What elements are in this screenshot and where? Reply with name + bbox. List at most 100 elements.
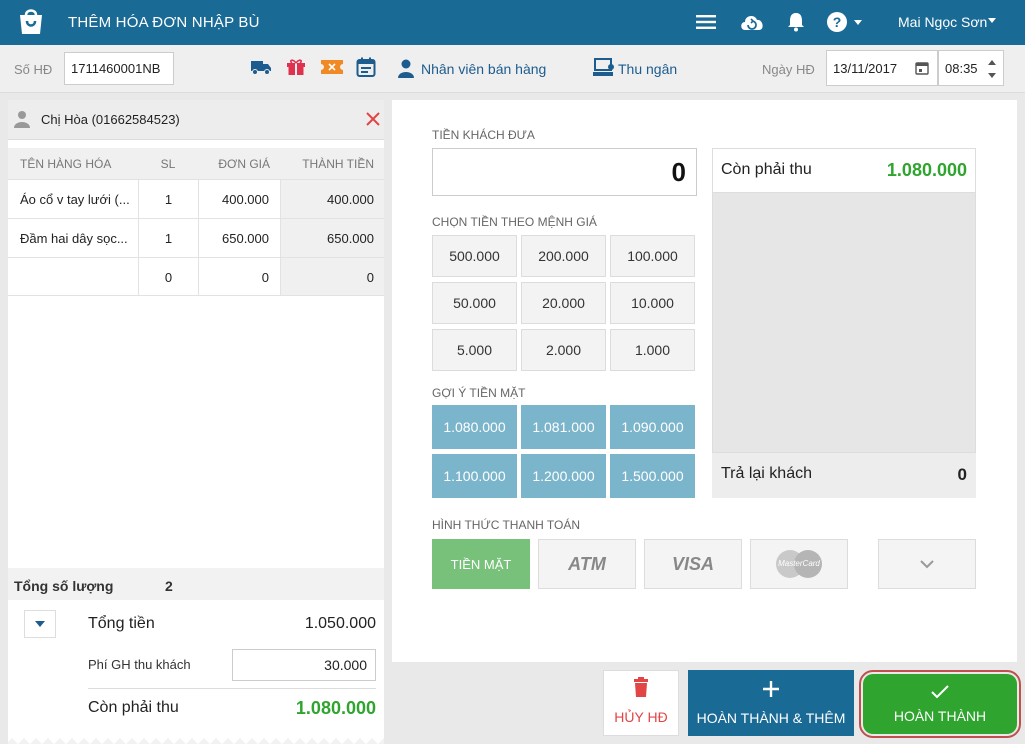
svg-text:?: ?: [833, 14, 842, 30]
table-row-qty[interactable]: 0: [138, 257, 198, 296]
cash-suggestion-button[interactable]: 1.090.000: [610, 405, 695, 449]
table-row-total: 400.000: [280, 179, 384, 218]
expand-summary-button[interactable]: [24, 610, 56, 638]
complete-button[interactable]: HOÀN THÀNH: [863, 674, 1017, 734]
table-row-total: 650.000: [280, 218, 384, 257]
total-quantity-value: 2: [165, 578, 173, 594]
denomination-button[interactable]: 2.000: [521, 329, 606, 371]
denomination-button[interactable]: 10.000: [610, 282, 695, 324]
spinner-up-icon[interactable]: [988, 60, 996, 65]
denomination-button[interactable]: 50.000: [432, 282, 517, 324]
denomination-button[interactable]: 200.000: [521, 235, 606, 277]
table-row-qty[interactable]: 1: [138, 179, 198, 218]
mastercard-method-button[interactable]: MasterCard: [750, 539, 848, 589]
divider: [88, 688, 376, 689]
total-column-bg: [280, 148, 384, 296]
table-row-name[interactable]: [8, 257, 138, 296]
truck-icon[interactable]: [250, 58, 272, 79]
menu-icon[interactable]: [694, 10, 718, 34]
calendar-icon[interactable]: [915, 61, 929, 75]
chevron-down-icon: [920, 560, 934, 569]
more-methods-button[interactable]: [878, 539, 976, 589]
col-header-total: THÀNH TIỀN: [302, 157, 374, 171]
calendar-icon[interactable]: [356, 57, 376, 80]
bell-icon[interactable]: [784, 10, 808, 34]
help-icon[interactable]: ?: [824, 10, 864, 34]
balance-box: [712, 148, 976, 498]
cash-method-button[interactable]: TIỀN MẶT: [432, 539, 530, 589]
gift-icon[interactable]: [286, 58, 306, 79]
app-header: THÊM HÓA ĐƠN NHẬP BÙ ? Mai Ngọc Sơn: [0, 0, 1025, 45]
cashier-icon: [592, 58, 616, 81]
date-value: 13/11/2017: [833, 60, 898, 76]
visa-method-button[interactable]: VISA: [644, 539, 742, 589]
mastercard-icon: MasterCard: [774, 550, 824, 578]
table-row-name[interactable]: Áo cổ v tay lưới (...: [8, 179, 138, 218]
table-row-name[interactable]: Đầm hai dây sọc...: [8, 218, 138, 257]
customer-bar: [8, 100, 384, 140]
cash-suggestion-button[interactable]: 1.081.000: [521, 405, 606, 449]
shipping-fee-input[interactable]: 30.000: [232, 649, 376, 681]
table-row-price[interactable]: 0: [198, 257, 280, 296]
cash-given-label: TIỀN KHÁCH ĐƯA: [432, 128, 535, 142]
highlight-outline: [859, 670, 1021, 738]
chevron-down-icon[interactable]: [988, 18, 996, 23]
invoice-time-input[interactable]: 08:35: [938, 50, 1004, 86]
cash-suggestion-button[interactable]: 1.200.000: [521, 454, 606, 498]
invoice-date-label: Ngày HĐ: [762, 62, 815, 77]
table-row-price[interactable]: 650.000: [198, 218, 280, 257]
denomination-label: CHỌN TIỀN THEO MỆNH GIÁ: [432, 215, 597, 229]
time-value: 08:35: [945, 60, 978, 76]
user-menu[interactable]: Mai Ngọc Sơn: [898, 14, 988, 30]
denomination-button[interactable]: 5.000: [432, 329, 517, 371]
chevron-down-icon: [35, 621, 45, 627]
payment-method-label: HÌNH THỨC THANH TOÁN: [432, 518, 581, 532]
logo-icon[interactable]: [16, 9, 46, 35]
close-icon[interactable]: [365, 111, 381, 130]
invoice-date-input[interactable]: 13/11/2017: [826, 50, 938, 86]
user-icon: [397, 58, 415, 81]
cash-suggestion-label: GỢI Ý TIỀN MẶT: [432, 386, 526, 400]
remaining-label: Còn phải thu: [721, 161, 812, 178]
col-header-price: ĐƠN GIÁ: [218, 157, 270, 171]
customer-name[interactable]: Chị Hòa (01662584523): [41, 112, 180, 127]
cloud-sync-icon[interactable]: [738, 10, 766, 34]
cash-given-input[interactable]: 0: [432, 148, 697, 196]
cash-suggestion-button[interactable]: 1.080.000: [432, 405, 517, 449]
cash-suggestion-button[interactable]: 1.500.000: [610, 454, 695, 498]
plus-icon: [763, 681, 779, 697]
invoice-number-input[interactable]: 1711460001NB: [64, 52, 174, 85]
table-row-price[interactable]: 400.000: [198, 179, 280, 218]
remaining-value: 1.080.000: [886, 160, 967, 180]
complete-and-add-button[interactable]: HOÀN THÀNH & THÊM: [688, 670, 854, 736]
cash-suggestion-button[interactable]: 1.100.000: [432, 454, 517, 498]
col-header-name: TÊN HÀNG HÓA: [20, 157, 112, 171]
table-row-qty[interactable]: 1: [138, 218, 198, 257]
amount-due-label: Còn phải thu: [88, 699, 179, 716]
col-header-qty: SL: [160, 157, 176, 171]
table-header-bg: [8, 148, 280, 180]
subtotal-label: Tổng tiền: [88, 615, 155, 632]
subtotal-value: 1.050.000: [304, 615, 376, 632]
trash-icon: [634, 677, 648, 697]
change-value: 0: [957, 465, 967, 484]
change-label: Trả lại khách: [721, 465, 812, 482]
table-row-total: 0: [280, 257, 384, 296]
receipt-edge: [8, 732, 384, 744]
table-bottom-border: [8, 295, 384, 296]
atm-method-button[interactable]: ATM: [538, 539, 636, 589]
sales-staff-selector[interactable]: Nhân viên bán hàng: [421, 61, 547, 77]
denomination-button[interactable]: 20.000: [521, 282, 606, 324]
so-hd-label: Số HĐ: [14, 62, 53, 77]
check-icon: [931, 685, 949, 699]
spinner-down-icon[interactable]: [988, 73, 996, 78]
denomination-button[interactable]: 500.000: [432, 235, 517, 277]
shipping-fee-label: Phí GH thu khách: [88, 657, 191, 672]
denomination-button[interactable]: 1.000: [610, 329, 695, 371]
cancel-invoice-button[interactable]: HỦY HĐ: [603, 670, 679, 736]
cancel-invoice-label: HỦY HĐ: [614, 709, 668, 725]
denomination-button[interactable]: 100.000: [610, 235, 695, 277]
complete-label: HOÀN THÀNH: [893, 708, 987, 724]
cashier-selector[interactable]: Thu ngân: [618, 61, 678, 77]
coupon-icon[interactable]: [320, 58, 344, 79]
